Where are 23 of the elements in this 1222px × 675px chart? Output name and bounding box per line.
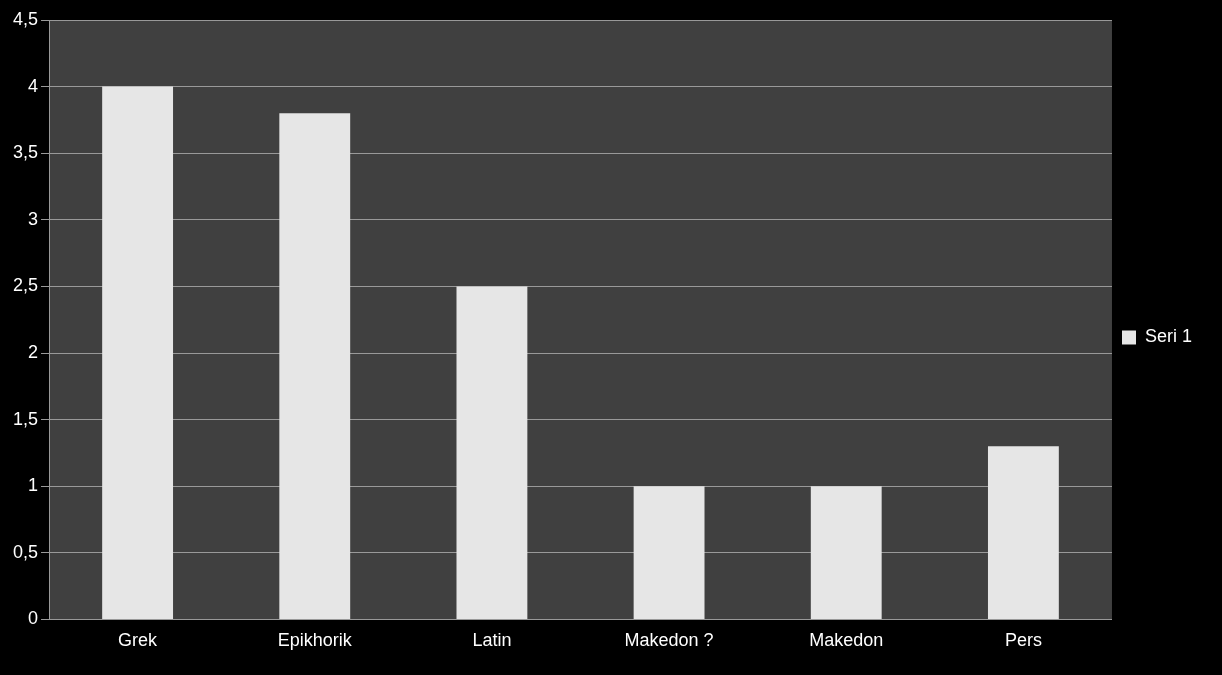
bar (810, 486, 882, 619)
x-tick-label: Makedon (809, 630, 884, 651)
x-tick-label: Latin (472, 630, 512, 651)
bar (279, 113, 351, 619)
bar (987, 446, 1059, 619)
y-tick-label: 2 (28, 341, 39, 362)
y-tick-label: 0,5 (12, 541, 39, 562)
y-tick-label: 4 (28, 75, 39, 96)
bar (102, 86, 174, 619)
x-tick-label: Pers (1004, 630, 1042, 651)
x-tick-label: Epikhorik (277, 630, 353, 651)
y-tick-label: 0 (28, 608, 39, 629)
bar (456, 286, 528, 619)
bar (633, 486, 705, 619)
y-tick-label: 3 (28, 208, 39, 229)
x-tick-label: Makedon ? (624, 630, 714, 651)
y-tick-label: 1 (28, 475, 39, 496)
y-tick-label: 4,5 (12, 8, 39, 29)
y-tick-label: 3,5 (12, 142, 39, 163)
y-tick-label: 2,5 (12, 275, 39, 296)
legend-label: Seri 1 (1144, 326, 1193, 347)
x-tick-label: Grek (118, 630, 159, 651)
y-tick-label: 1,5 (12, 408, 39, 429)
